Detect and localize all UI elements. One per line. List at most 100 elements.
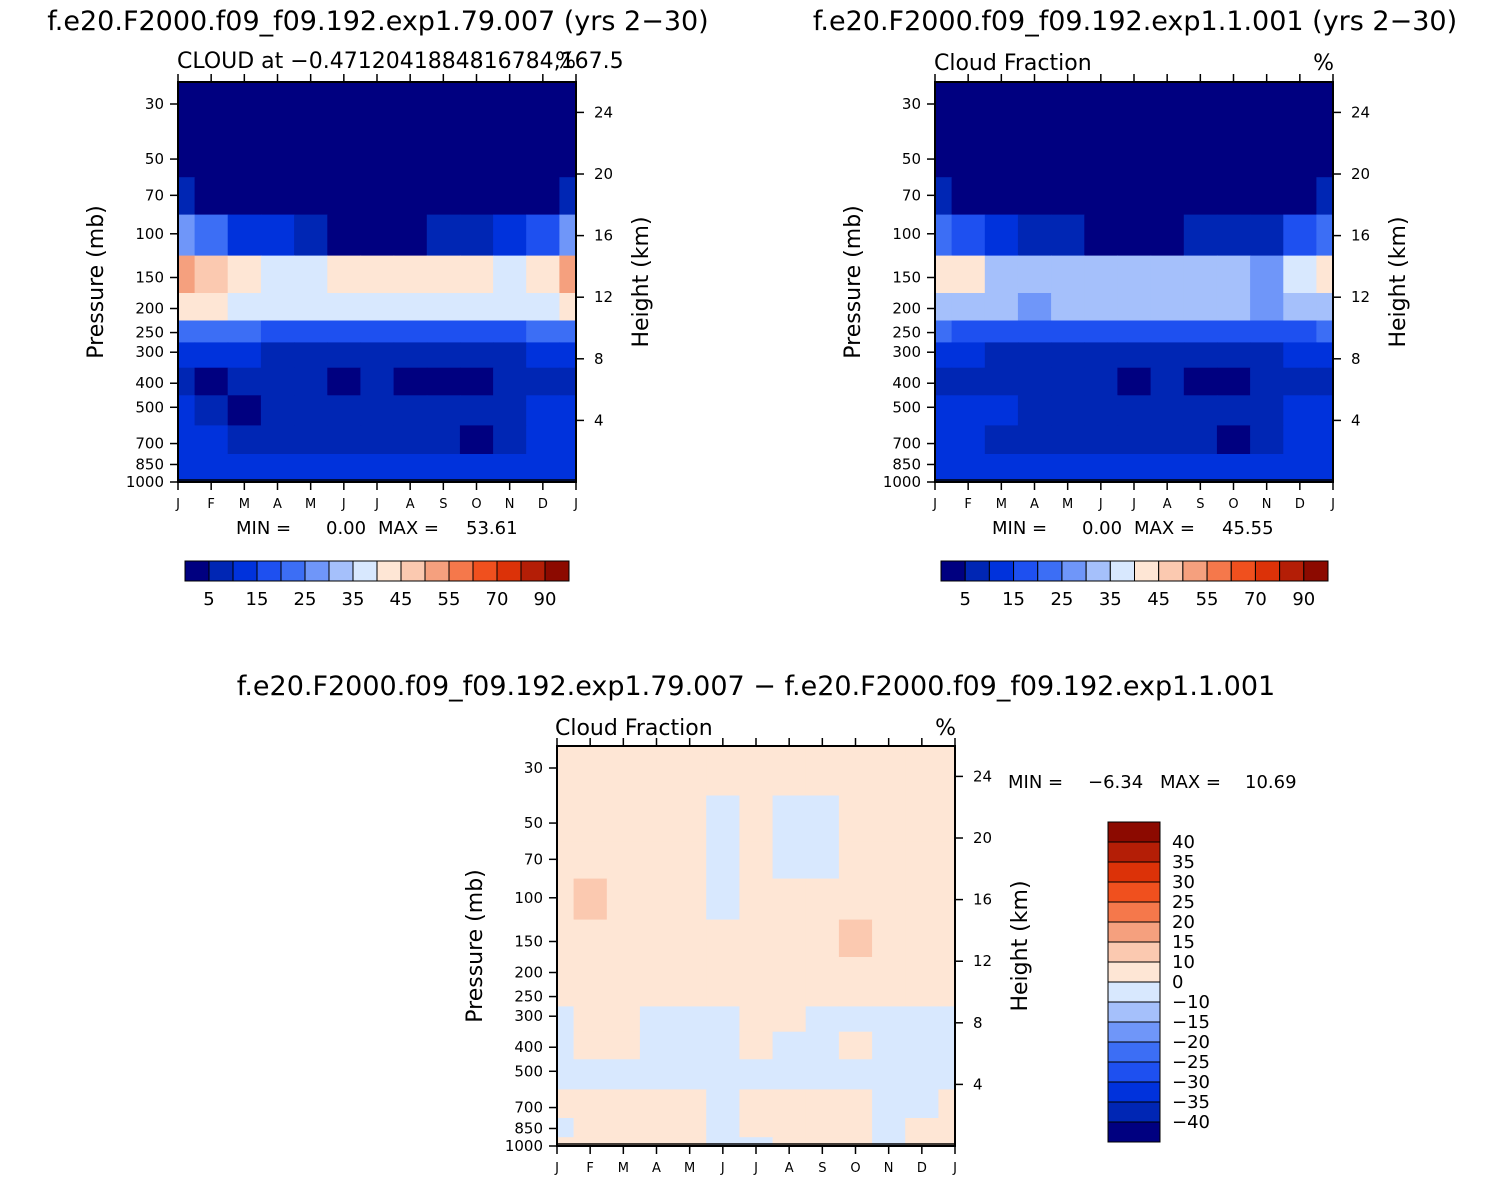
colorbar-box (208, 560, 234, 582)
pressure-tick-label: 30 (145, 95, 164, 113)
contour-cell (393, 367, 428, 396)
contour-cell (294, 82, 328, 133)
contour-cell (872, 746, 906, 797)
height-tick-label: 12 (1351, 288, 1370, 306)
contour-cell (526, 395, 560, 427)
contour-cell (393, 342, 428, 369)
height-tick-label: 4 (973, 1075, 983, 1093)
contour-cell (935, 255, 953, 294)
pressure-tick-label: 700 (892, 435, 921, 453)
contour-cell (673, 841, 707, 880)
contour-cell (573, 919, 608, 958)
contour-cell (984, 395, 1019, 427)
contour-cell (227, 342, 262, 369)
contour-cell (935, 214, 953, 257)
contour-cell (260, 82, 295, 133)
contour-cell (260, 177, 295, 216)
contour-cell (459, 214, 494, 257)
contour-cell (1017, 255, 1052, 294)
month-label: A (1163, 497, 1172, 512)
month-label: J (952, 1161, 957, 1176)
colorbar-box (232, 560, 258, 582)
contour-cell (178, 342, 196, 369)
month-label: M (618, 1161, 629, 1176)
contour-cell (935, 131, 953, 178)
colorbar-box (448, 560, 474, 582)
contour-cell (935, 454, 953, 474)
colorbar-label: 0 (1172, 972, 1183, 993)
colorbar-box (1107, 901, 1161, 923)
panel-1-max-label: MAX = (378, 518, 439, 539)
contour-cell (393, 177, 428, 216)
contour-cell (606, 1118, 641, 1138)
contour-cell (1250, 473, 1284, 483)
contour-cell (951, 177, 986, 216)
contour-cell (526, 320, 560, 343)
contour-cell (639, 1118, 674, 1138)
contour-cell (905, 1089, 939, 1119)
colorbar-label: 30 (1172, 872, 1195, 893)
contour-cell (1250, 214, 1284, 257)
contour-cell (905, 1137, 939, 1147)
pressure-tick-label: 700 (135, 435, 164, 453)
contour-cell (938, 984, 956, 1007)
contour-cell (706, 1031, 740, 1060)
contour-cell (1183, 82, 1218, 133)
contour-cell (459, 454, 494, 474)
contour-cell (1117, 177, 1152, 216)
contour-cell (772, 984, 807, 1007)
month-label: J (554, 1161, 559, 1176)
contour-cell (360, 425, 395, 455)
contour-cell (905, 984, 939, 1007)
contour-cell (493, 473, 527, 483)
contour-cell (706, 1059, 740, 1091)
contour-cell (360, 342, 395, 369)
colorbar-box (1107, 1101, 1161, 1123)
contour-cell (178, 395, 196, 427)
month-label: N (1262, 497, 1272, 512)
contour-cell (1117, 454, 1152, 474)
contour-cell (526, 255, 560, 294)
contour-cell (706, 878, 740, 921)
contour-cell (606, 1089, 641, 1119)
colorbar-box (1107, 1081, 1161, 1103)
contour-cell (393, 131, 428, 178)
contour-cell (905, 957, 939, 986)
contour-cell (951, 454, 986, 474)
contour-cell (526, 367, 560, 396)
colorbar-box (1107, 921, 1161, 943)
contour-cell (327, 293, 362, 322)
contour-cell (573, 1137, 608, 1147)
contour-cell (905, 1006, 939, 1033)
month-label: J (1131, 497, 1136, 512)
contour-cell (360, 214, 395, 257)
panel-3-max-value: 10.69 (1245, 772, 1297, 793)
colorbar-box (376, 560, 402, 582)
contour-cell (227, 320, 262, 343)
colorbar-label: −10 (1172, 992, 1210, 1013)
contour-cell (227, 177, 262, 216)
contour-cell (1283, 293, 1318, 322)
pressure-tick-label: 300 (514, 1007, 543, 1025)
contour-cell (739, 957, 774, 986)
contour-cell (194, 177, 229, 216)
contour-cell (639, 919, 674, 958)
contour-cell (872, 1059, 906, 1091)
panel-3-min-label: MIN = (1008, 772, 1063, 793)
month-label: J (175, 497, 180, 512)
contour-cell (1183, 367, 1218, 396)
panel-1-min-label: MIN = (236, 518, 291, 539)
contour-cell (1316, 425, 1334, 455)
contour-cell (1316, 214, 1334, 257)
contour-cell (1316, 255, 1334, 294)
contour-cell (984, 255, 1019, 294)
contour-cell (606, 746, 641, 797)
pressure-tick-label: 850 (892, 455, 921, 473)
height-tick-label: 12 (594, 288, 613, 306)
contour-cell (872, 957, 906, 986)
contour-cell (935, 425, 953, 455)
contour-cell (194, 214, 229, 257)
contour-cell (938, 841, 956, 880)
contour-cell (1216, 473, 1251, 483)
